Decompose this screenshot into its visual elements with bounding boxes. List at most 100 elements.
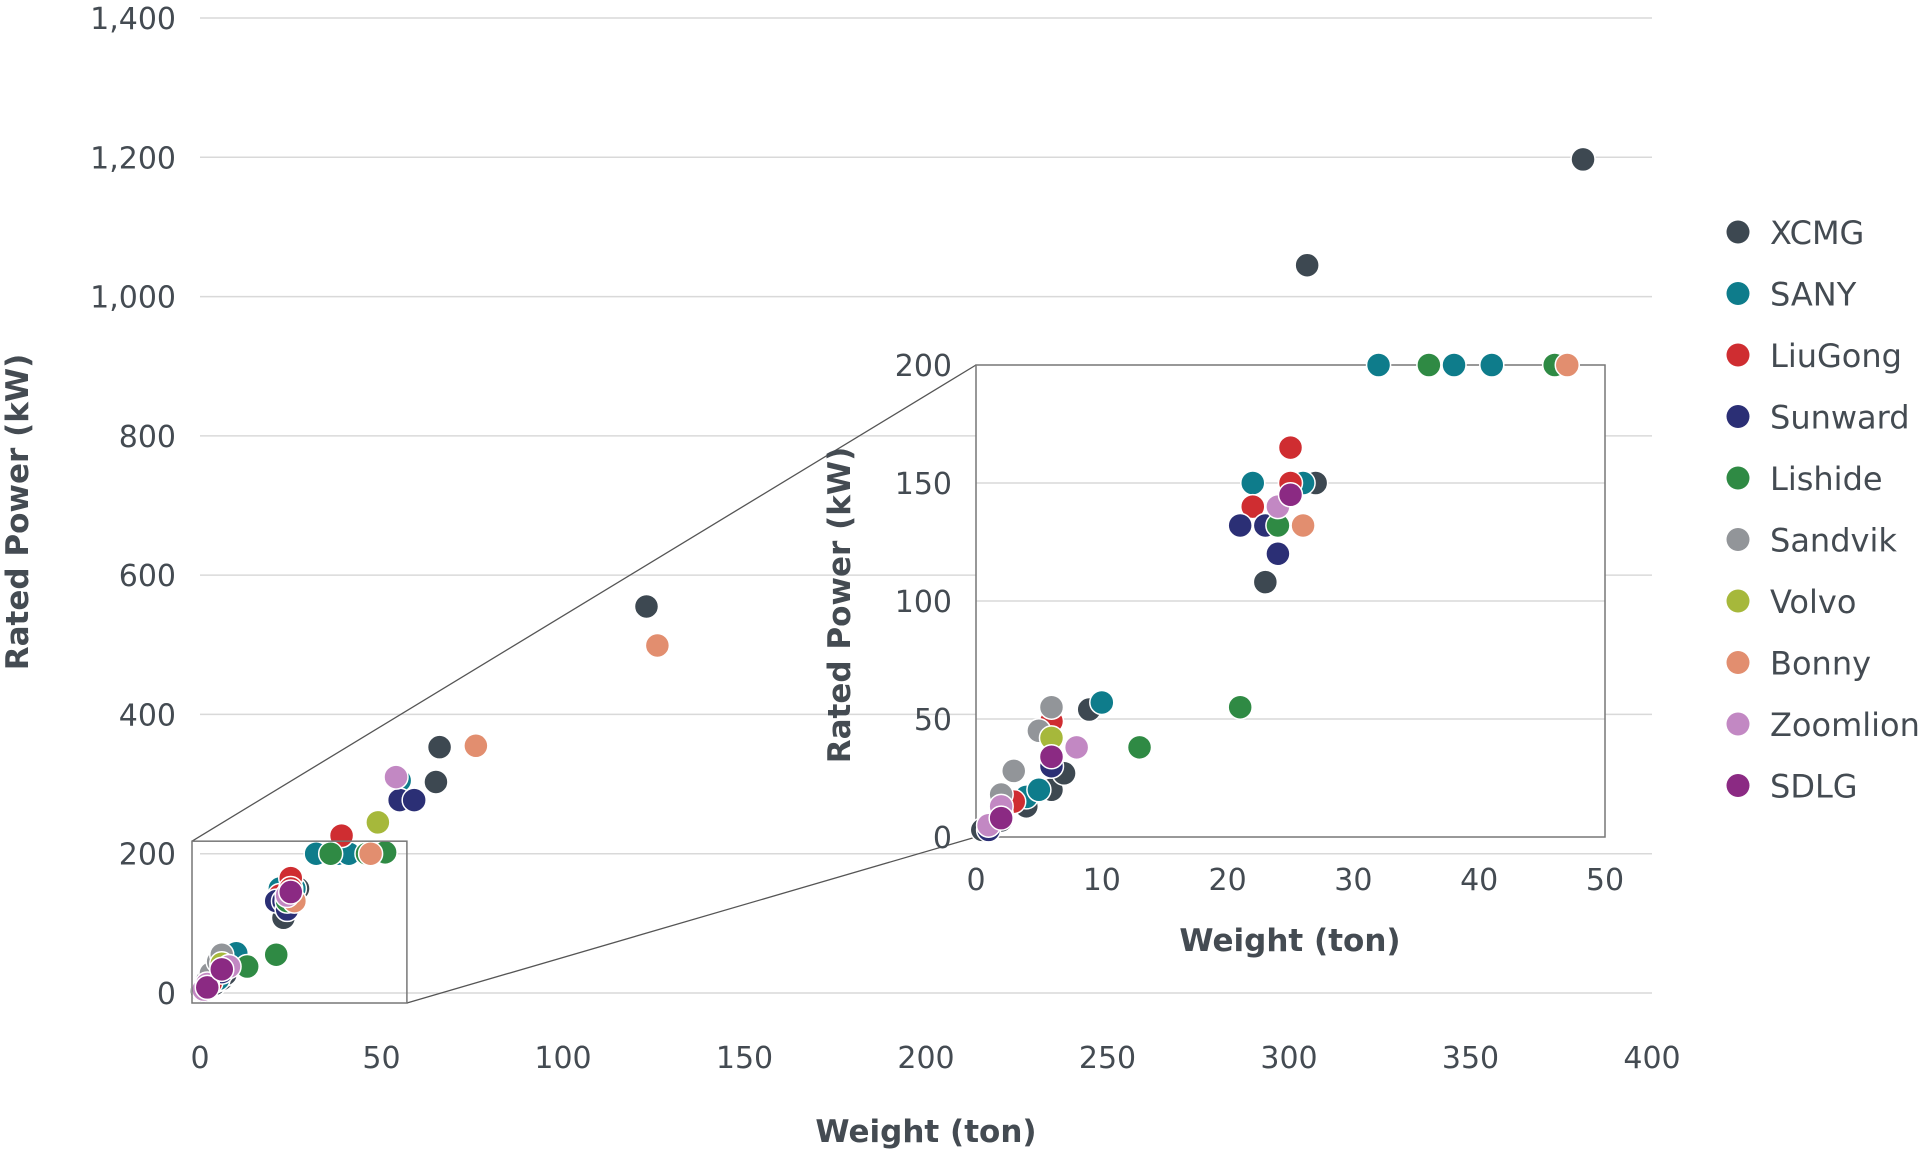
main-y-tick-label: 1,400 bbox=[90, 2, 176, 37]
zoom-connector-lines bbox=[191, 364, 977, 1004]
main-x-tick-label: 100 bbox=[534, 1041, 591, 1076]
data-point-bonny bbox=[357, 840, 384, 867]
inset-y-tick-label: 150 bbox=[895, 467, 952, 502]
main-y-tick-label: 0 bbox=[157, 977, 176, 1012]
legend: XCMG SANY LiuGong Sunward Lishide Sandvik Volv… bbox=[1726, 214, 1920, 806]
legend-label-liugong: LiuGong bbox=[1770, 337, 1902, 375]
inset-data-point-liugong bbox=[1240, 493, 1266, 520]
inset-data-point-lishide bbox=[1416, 352, 1442, 378]
inset-data-point-xcmg bbox=[1252, 569, 1279, 595]
inset-data-point-sany bbox=[1365, 352, 1392, 378]
legend-marker-xcmg bbox=[1726, 220, 1750, 244]
legend-marker-sdlg bbox=[1726, 774, 1750, 797]
legend-label-xcmg: XCMG bbox=[1770, 214, 1864, 252]
main-y-tick-label: 400 bbox=[119, 698, 176, 733]
main-y-tick-label: 200 bbox=[119, 838, 176, 873]
inset-data-point-sdlg bbox=[1277, 482, 1304, 508]
main-x-tick-labels: 0 50 100 150 200 250 300 350 400 bbox=[190, 1041, 1680, 1076]
legend-marker-liugong bbox=[1726, 343, 1750, 367]
inset-data-point-sany bbox=[1240, 470, 1266, 496]
data-point-sdlg bbox=[278, 879, 304, 905]
main-gridlines bbox=[200, 17, 1652, 994]
inset-x-tick-label: 50 bbox=[1586, 863, 1624, 898]
data-point-sunward bbox=[401, 787, 427, 813]
data-point-sdlg bbox=[194, 974, 221, 1001]
legend-marker-sany bbox=[1726, 282, 1750, 305]
legend-label-zoomlion: Zoomlion bbox=[1770, 706, 1920, 744]
inset-x-tick-label: 20 bbox=[1209, 863, 1247, 898]
main-y-tick-label: 600 bbox=[119, 559, 176, 594]
data-point-lishide bbox=[263, 941, 289, 968]
inset-y-tick-label: 200 bbox=[895, 349, 952, 384]
inset-x-tick-label: 0 bbox=[966, 863, 985, 898]
main-x-tick-label: 300 bbox=[1260, 1041, 1317, 1076]
inset-y-tick-label: 100 bbox=[895, 585, 952, 620]
main-x-axis-label: Weight (ton) bbox=[815, 1114, 1036, 1150]
inset-x-tick-label: 40 bbox=[1460, 863, 1498, 898]
data-point-sdlg bbox=[209, 956, 235, 983]
main-x-tick-label: 250 bbox=[1079, 1041, 1136, 1076]
main-x-tick-label: 350 bbox=[1442, 1041, 1499, 1076]
legend-marker-sandvik bbox=[1726, 528, 1750, 551]
data-point-xcmg bbox=[1294, 252, 1320, 278]
legend-label-sandvik: Sandvik bbox=[1770, 522, 1897, 560]
inset-data-point-sany bbox=[1089, 689, 1115, 716]
inset-x-axis-label: Weight (ton) bbox=[1179, 923, 1400, 959]
data-point-xcmg bbox=[426, 734, 453, 760]
data-point-bonny bbox=[644, 632, 671, 659]
data-point-zoomlion bbox=[383, 764, 409, 790]
inset-y-tick-label: 50 bbox=[914, 703, 952, 738]
data-point-xcmg bbox=[1570, 146, 1596, 173]
inset-data-point-sdlg bbox=[1038, 744, 1065, 770]
legend-label-sany: SANY bbox=[1770, 276, 1857, 314]
legend-label-bonny: Bonny bbox=[1770, 645, 1871, 683]
inset-x-tick-label: 30 bbox=[1334, 863, 1372, 898]
main-y-tick-labels: 0 200 400 600 800 1,000 1,200 1,400 bbox=[90, 2, 176, 1012]
inset-data-point-sandvik bbox=[1038, 694, 1065, 720]
inset-data-point-sany bbox=[1441, 352, 1467, 378]
inset-data-point-bonny bbox=[1554, 352, 1581, 378]
data-point-lishide bbox=[317, 840, 344, 867]
zoom-connector-line-bottom bbox=[406, 836, 977, 1004]
main-y-tick-label: 800 bbox=[119, 420, 176, 455]
inset-frame bbox=[975, 364, 1606, 838]
inset-data-point-sandvik bbox=[1000, 758, 1027, 784]
legend-marker-sunward bbox=[1726, 405, 1750, 428]
legend-label-lishide: Lishide bbox=[1770, 460, 1883, 498]
main-x-tick-label: 200 bbox=[897, 1041, 954, 1076]
inset-data-point-zoomlion bbox=[1063, 734, 1090, 761]
main-y-tick-label: 1,000 bbox=[90, 281, 176, 316]
main-x-tick-label: 150 bbox=[716, 1041, 773, 1076]
data-point-xcmg bbox=[633, 593, 660, 620]
legend-label-volvo: Volvo bbox=[1770, 583, 1856, 621]
inset-x-tick-labels: 0 10 20 30 40 50 bbox=[966, 863, 1624, 898]
main-y-axis-label: Rated Power (kW) bbox=[0, 354, 36, 671]
legend-marker-volvo bbox=[1726, 589, 1750, 613]
inset-data-points bbox=[969, 352, 1581, 843]
main-data-points bbox=[189, 146, 1596, 1004]
inset-x-tick-label: 10 bbox=[1083, 863, 1121, 898]
inset-data-point-lishide bbox=[1126, 734, 1153, 761]
inset-data-point-sunward bbox=[1227, 512, 1253, 539]
legend-label-sunward: Sunward bbox=[1770, 399, 1910, 437]
zoom-connector-line-top bbox=[191, 364, 977, 842]
inset-y-tick-labels: 0 50 100 150 200 bbox=[895, 349, 952, 856]
main-x-tick-label: 400 bbox=[1623, 1041, 1680, 1076]
inset-data-point-sany bbox=[1026, 777, 1052, 803]
inset-data-point-sdlg bbox=[988, 805, 1014, 831]
inset-data-point-lishide bbox=[1227, 694, 1253, 720]
inset-data-point-bonny bbox=[1290, 512, 1316, 539]
legend-label-sdlg: SDLG bbox=[1770, 768, 1858, 806]
inset-data-point-sany bbox=[1479, 352, 1505, 378]
legend-marker-zoomlion bbox=[1726, 712, 1750, 736]
inset-y-axis-label: Rated Power (kW) bbox=[822, 447, 858, 764]
legend-marker-lishide bbox=[1726, 466, 1750, 490]
inset-data-point-liugong bbox=[1277, 434, 1304, 461]
data-point-xcmg bbox=[423, 769, 449, 795]
data-point-bonny bbox=[463, 733, 489, 759]
main-x-tick-label: 0 bbox=[190, 1041, 209, 1076]
main-y-tick-label: 1,200 bbox=[90, 141, 176, 176]
inset-data-point-sunward bbox=[1265, 541, 1291, 567]
zoom-region-box bbox=[191, 840, 408, 1004]
